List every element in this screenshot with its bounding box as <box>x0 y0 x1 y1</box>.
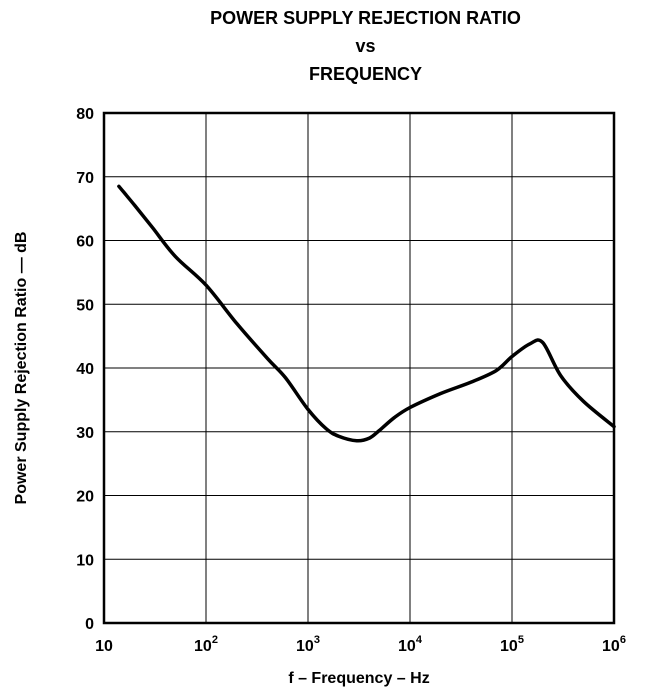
y-axis-label: Power Supply Rejection Ratio — dB <box>13 232 30 505</box>
y-tick-label: 20 <box>76 489 94 506</box>
x-tick-label: 103 <box>296 634 320 655</box>
y-tick-label: 70 <box>76 170 94 187</box>
y-tick-label: 60 <box>76 234 94 251</box>
x-tick-label: 104 <box>398 634 423 655</box>
y-tick-label: 0 <box>85 616 94 633</box>
x-axis-ticks: 10 102 103 104 105 106 <box>95 634 626 655</box>
grid <box>104 113 614 623</box>
chart-title-line-3: FREQUENCY <box>308 64 422 84</box>
y-tick-label: 10 <box>76 552 94 569</box>
x-tick-label: 105 <box>500 634 524 655</box>
x-tick-label: 102 <box>194 634 218 655</box>
chart-title: POWER SUPPLY REJECTION RATIO vs FREQUENC… <box>100 4 631 88</box>
x-tick-label: 106 <box>602 634 626 655</box>
series-line-psrr <box>117 184 616 443</box>
y-tick-label: 50 <box>76 297 94 314</box>
x-axis-label: f – Frequency – Hz <box>288 670 429 687</box>
x-tick-label: 10 <box>95 638 113 655</box>
y-tick-label: 30 <box>76 425 94 442</box>
y-tick-label: 40 <box>76 361 94 378</box>
plot-frame <box>102 111 616 625</box>
y-axis-ticks: 0 10 20 30 40 50 60 70 80 <box>76 106 94 633</box>
chart-title-line-2: vs <box>355 36 376 56</box>
chart-title-line-1: POWER SUPPLY REJECTION RATIO <box>210 8 521 28</box>
y-tick-label: 80 <box>76 106 94 123</box>
